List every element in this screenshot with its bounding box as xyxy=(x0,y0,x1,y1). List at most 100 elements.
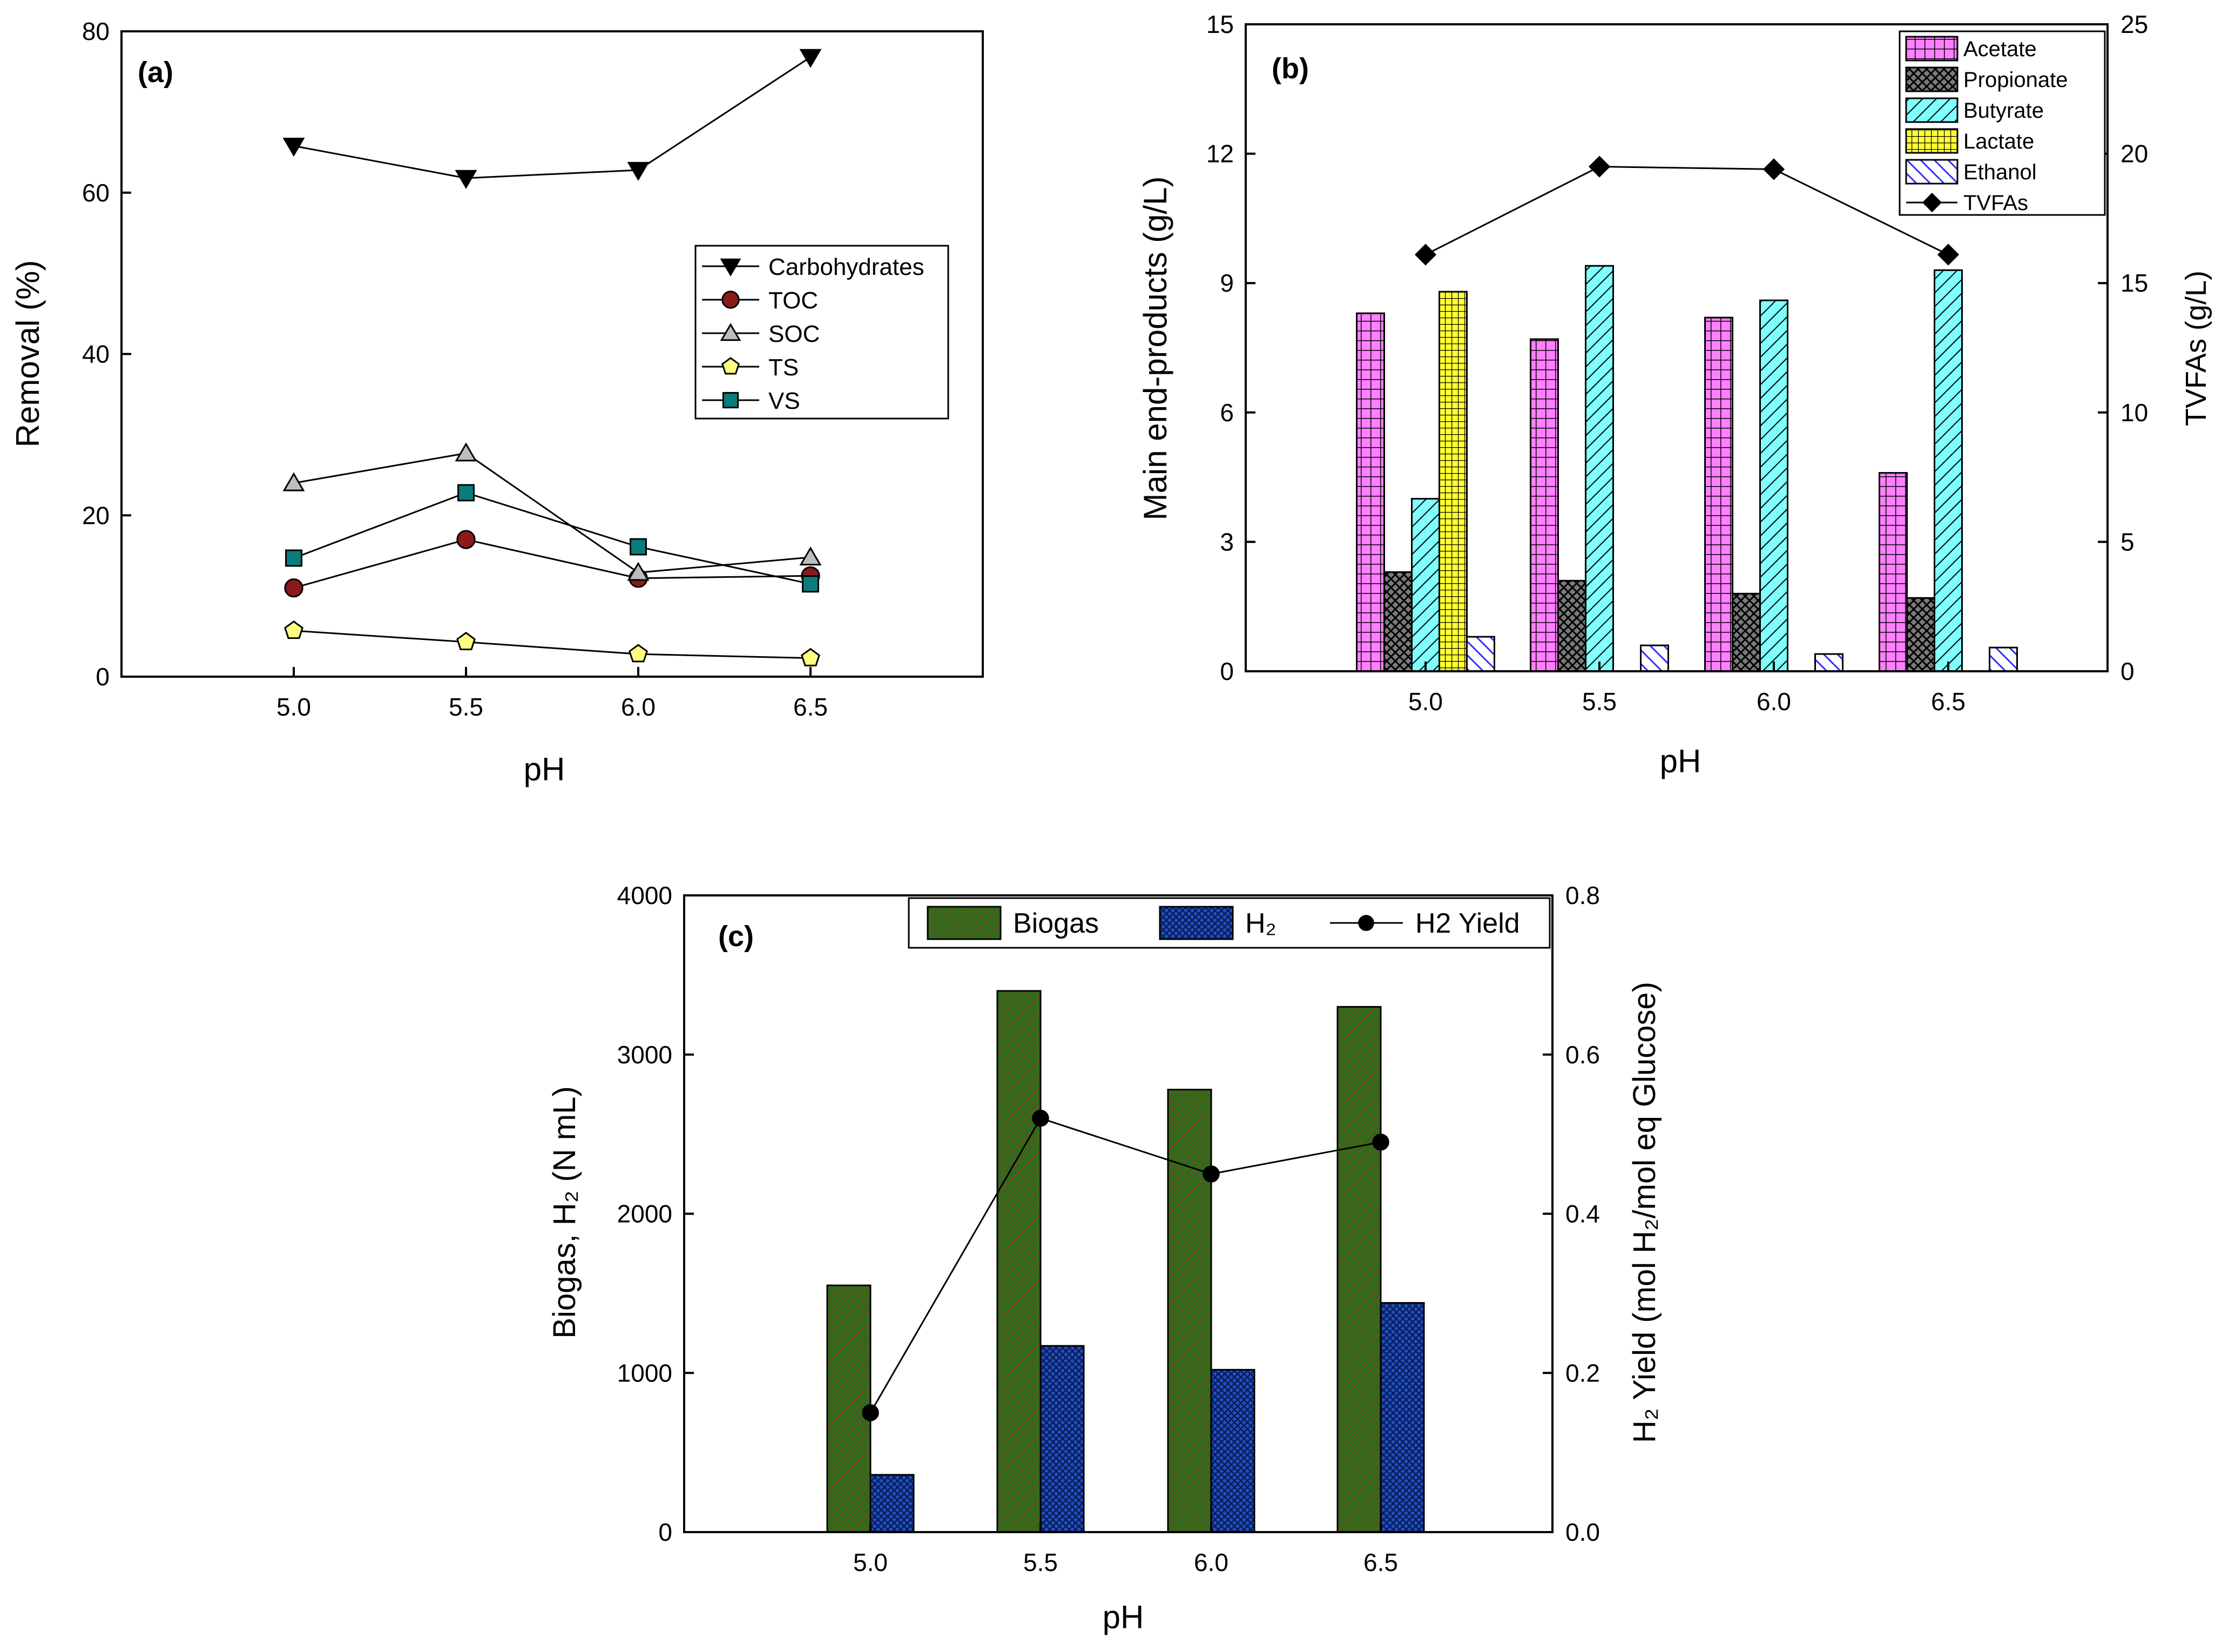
panel-b-bar-ethanol xyxy=(1640,644,1669,672)
panel-a-y-tick-label: 20 xyxy=(82,501,110,529)
panel-a-point-carbohydrates xyxy=(627,161,650,181)
panel-b-end-products-chart: 0 3 6 9 12 15 0 5 10 15 20 25 5.0 5.5 6.0 6.5 pH Main end… xyxy=(1137,10,2212,779)
panel-b-x-tick-label: 6.0 xyxy=(1757,687,1791,716)
panel-c-legend-swatch xyxy=(927,906,1002,940)
panel-b-y-tick-label: 12 xyxy=(1206,140,1234,168)
panel-b-y-axis-title: Main end-products (g/L) xyxy=(1137,177,1173,521)
panel-a-x-axis-title: pH xyxy=(524,751,565,787)
panel-b-bar-acetate xyxy=(1530,338,1559,672)
panel-b-line-tvfas xyxy=(1425,166,1949,255)
panel-b-y2-tick-label: 20 xyxy=(2121,140,2148,168)
panel-a-point-toc xyxy=(284,578,303,598)
panel-c-point-h2-yield xyxy=(1372,1134,1389,1151)
panel-b-legend-swatch xyxy=(1905,36,1959,62)
panel-b-legend-swatch xyxy=(1905,66,1959,92)
panel-b-point-tvfas xyxy=(1414,244,1437,266)
panel-c-legend-label: Biogas xyxy=(1013,908,1099,939)
panel-a-point-vs xyxy=(285,549,302,567)
panel-a-point-ts xyxy=(629,644,648,663)
panel-a-y-tick-label: 80 xyxy=(82,17,110,45)
panel-a-point-carbohydrates xyxy=(455,170,477,189)
panel-a-legend-label: Carbohydrates xyxy=(768,254,924,280)
panel-a-point-ts xyxy=(284,621,303,639)
panel-b-x-tick-label: 6.5 xyxy=(1931,687,1966,716)
panel-a-x-tick-label: 6.0 xyxy=(621,693,656,721)
panel-b-bar-propionate xyxy=(1732,592,1761,672)
panel-a-point-ts xyxy=(456,631,476,651)
panel-c-legend-swatch xyxy=(1159,906,1234,940)
panel-b-bar-propionate xyxy=(1383,571,1413,672)
panel-c-line-h2-yield xyxy=(869,1117,1381,1413)
panel-a-legend-marker xyxy=(720,323,741,341)
panel-c-legend-label: H₂ xyxy=(1245,908,1277,939)
panel-a-point-ts xyxy=(801,648,820,666)
panel-c-bar-biogas xyxy=(996,990,1042,1533)
panel-c-bar-h2 xyxy=(1039,1345,1085,1533)
panel-b-bar-butyrate xyxy=(1411,498,1440,672)
panel-b-legend-swatch xyxy=(1905,128,1959,154)
panel-c-bar-h2 xyxy=(869,1474,915,1533)
panel-b-y-tick-label: 3 xyxy=(1220,528,1234,556)
panel-b-bar-butyrate xyxy=(1759,299,1788,672)
panel-a-point-soc xyxy=(455,442,477,462)
panel-a-point-vs xyxy=(457,484,475,502)
panel-a-removal-chart: 0 20 40 60 80 5.0 5.5 6.0 6.5 pH Removal (%) (a) Car… xyxy=(10,17,984,787)
panel-a-y-axis-title: Removal (%) xyxy=(10,260,46,448)
panel-b-bar-acetate xyxy=(1879,472,1908,672)
panel-a-point-toc xyxy=(456,530,476,549)
panel-c-y-axis-title: Biogas, H₂ (N mL) xyxy=(547,1086,582,1338)
panel-a-point-soc xyxy=(627,562,650,581)
panel-b-point-tvfas xyxy=(1937,244,1960,266)
panel-a-x-tick-label: 5.5 xyxy=(449,693,483,721)
panel-c-y-tick-label: 2000 xyxy=(617,1200,672,1228)
panel-c-point-h2-yield xyxy=(862,1404,879,1421)
panel-b-legend-label: TVFAs xyxy=(1963,191,2028,215)
panel-c-bar-biogas xyxy=(1167,1089,1212,1533)
panel-c-x-tick-label: 6.5 xyxy=(1363,1548,1398,1576)
panel-b-legend-swatch xyxy=(1905,159,1959,185)
panel-c-y2-tick-label: 0.6 xyxy=(1565,1041,1600,1069)
panel-b-legend-label: Ethanol xyxy=(1963,160,2037,184)
panel-b-legend-label: Propionate xyxy=(1963,68,2068,92)
panel-a-y-tick-label: 40 xyxy=(82,340,110,368)
panel-b-x-tick-label: 5.5 xyxy=(1582,687,1617,716)
panel-b-y2-tick-label: 5 xyxy=(2121,528,2135,556)
panel-b-y-tick-label: 9 xyxy=(1220,269,1234,297)
panel-b-bar-ethanol xyxy=(1989,646,2018,672)
panel-c-y2-axis-title: H₂ Yield (mol H₂/mol eq Glucose) xyxy=(1627,982,1662,1443)
panel-c-biogas-chart: 0 1000 2000 3000 4000 0.0 0.2 0.4 0.6 0.8 5.0 5.5 6.… xyxy=(547,881,1662,1635)
panel-a-legend-label: VS xyxy=(768,388,800,414)
panel-a-legend-label: TS xyxy=(768,354,799,381)
panel-b-bar-acetate xyxy=(1356,312,1385,672)
panel-c-x-tick-label: 6.0 xyxy=(1194,1548,1228,1576)
panel-c-legend-label: H2 Yield xyxy=(1415,908,1520,939)
panel-a-legend-label: TOC xyxy=(768,287,818,314)
panel-c-bar-biogas xyxy=(1336,1006,1382,1533)
panel-b-bar-propionate xyxy=(1557,579,1586,672)
panel-c-bar-h2 xyxy=(1210,1368,1255,1533)
panel-b-x-axis-title: pH xyxy=(1660,743,1701,779)
panel-b-legend-label: Lactate xyxy=(1963,130,2034,153)
panel-c-y-tick-label: 4000 xyxy=(617,881,672,909)
panel-b-y-tick-label: 15 xyxy=(1206,10,1234,38)
panel-a-label: (a) xyxy=(138,56,173,89)
panel-a-point-carbohydrates xyxy=(799,49,822,68)
panel-b-point-tvfas xyxy=(1762,158,1785,180)
panel-c-point-h2-yield xyxy=(1203,1165,1220,1183)
panel-a-point-soc xyxy=(282,472,305,491)
panel-b-bar-propionate xyxy=(1906,597,1935,672)
panel-c-y-tick-label: 1000 xyxy=(617,1359,672,1387)
panel-a-legend-marker xyxy=(721,291,740,309)
panel-b-legend-marker xyxy=(1922,192,1942,213)
panel-a-legend-marker xyxy=(720,258,741,277)
panel-a-point-carbohydrates xyxy=(282,138,305,157)
panel-a-line-vs xyxy=(293,491,811,585)
panel-c-y-tick-label: 3000 xyxy=(617,1041,672,1069)
panel-b-legend-swatch xyxy=(1905,97,1959,123)
panel-b-y2-tick-label: 15 xyxy=(2121,269,2148,297)
panel-c-x-tick-label: 5.5 xyxy=(1023,1548,1058,1576)
panel-a-line-carbohydrates xyxy=(293,56,811,179)
panel-b-bar-acetate xyxy=(1704,316,1733,672)
panel-b-bar-ethanol xyxy=(1814,653,1843,672)
